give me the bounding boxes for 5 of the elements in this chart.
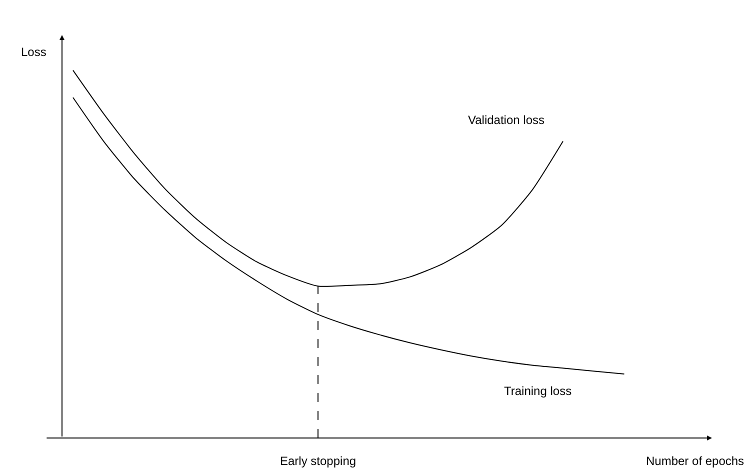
y-axis-title: Loss <box>21 45 46 59</box>
x-axis-title: Number of epochs <box>646 454 744 468</box>
text: Early stopping <box>280 454 356 468</box>
series-label: Validation loss <box>468 113 544 127</box>
series-label: Training loss <box>504 384 572 398</box>
